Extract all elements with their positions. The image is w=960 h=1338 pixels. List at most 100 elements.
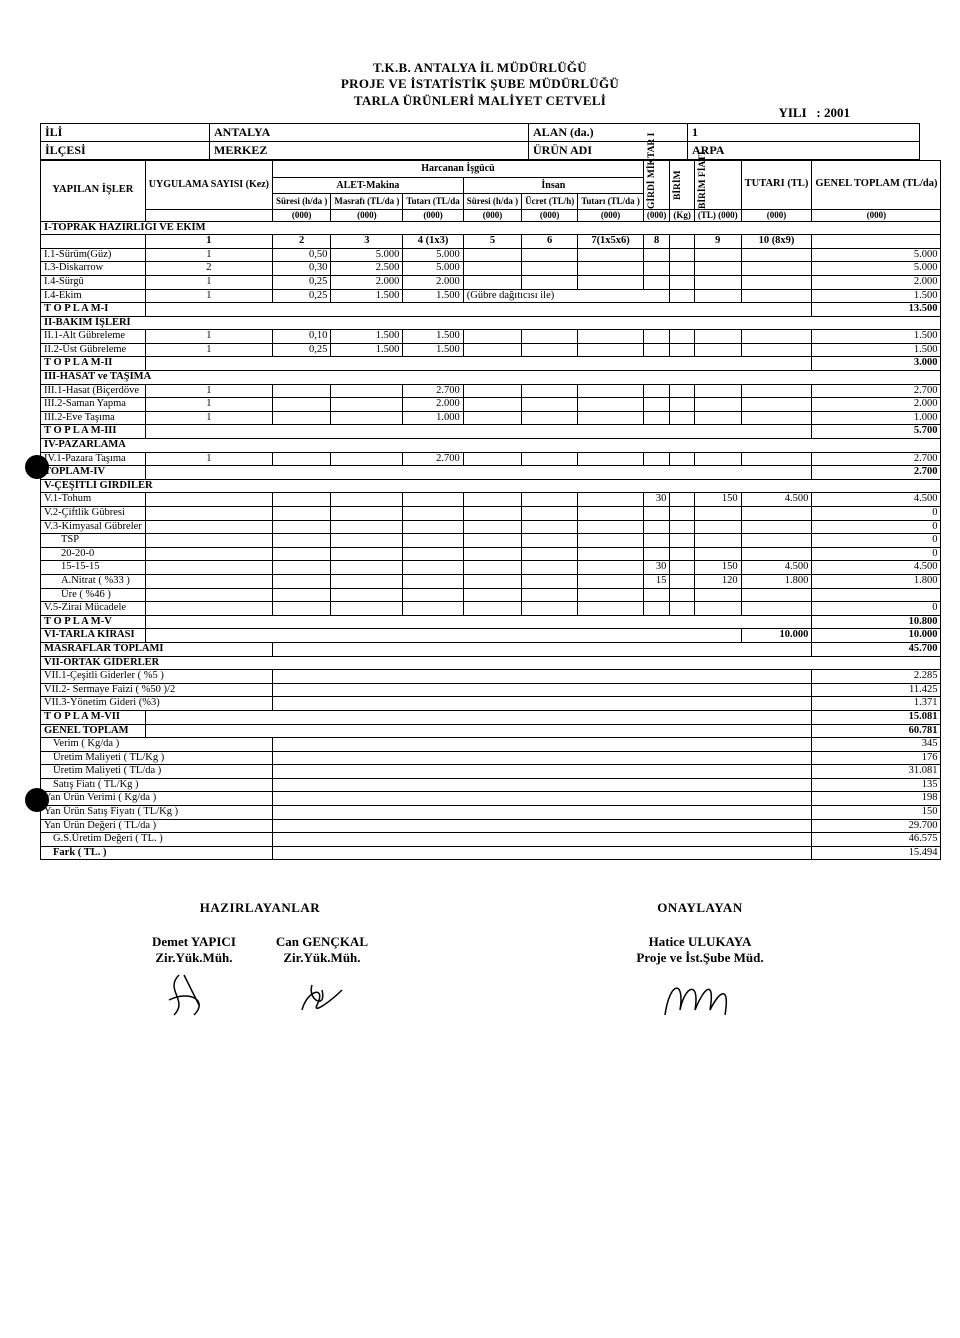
row-name: III.2-Eve Taşıma [41, 411, 146, 425]
cell: 5.000 [812, 262, 941, 276]
cell: 2.700 [403, 452, 463, 466]
table-row: I.3-Diskarrow 2 0,30 2.500 5.000 5.000 [41, 262, 941, 276]
cell: 1 [145, 452, 272, 466]
table-row: II.1-Alt Gübreleme 1 0,10 1.500 1.500 1.… [41, 330, 941, 344]
toplam-3: T O P L A M-III [41, 425, 146, 439]
section-4: IV-PAZARLAMA [41, 439, 941, 453]
u000-8: (000) [643, 209, 670, 221]
u000-1 [145, 209, 272, 221]
sig-title-3: Proje ve İst.Şube Müd. [480, 950, 920, 966]
genel-toplam-val: 60.781 [812, 724, 941, 738]
toplam-2: T O P L A M-II [41, 357, 146, 371]
row-name: TSP [41, 534, 146, 548]
table-row: TSP0 [41, 534, 941, 548]
cell: 1.500 [403, 330, 463, 344]
s1h-c6: 6 [522, 235, 578, 249]
cell: 150 [694, 493, 741, 507]
signature-col-prep: HAZIRLAYANLAR Demet YAPICI Zir.Yük.Müh. … [40, 900, 480, 1029]
urun-label: ÜRÜN ADI [529, 141, 688, 159]
signature-icon [655, 970, 745, 1025]
cell: 5.000 [812, 248, 941, 262]
row-name: IV.1-Pazara Taşıma [41, 452, 146, 466]
org-title-2: PROJE VE İSTATİSTİK ŞUBE MÜDÜRLÜĞÜ [40, 76, 920, 92]
table-row: Üre ( %46 ) [41, 588, 941, 602]
table-row: VII.3-Yönetim Gideri (%3)1.371 [41, 697, 941, 711]
cell: 1.500 [331, 343, 403, 357]
u000-6: (000) [522, 209, 578, 221]
cell: 150 [812, 806, 941, 820]
row-name: VII.2- Sermaye Faizi ( %50 )/2 [41, 683, 273, 697]
toplam-1: T O P L A M-I [41, 303, 146, 317]
table-row: Satış Fiatı ( TL/Kg )135 [41, 778, 941, 792]
cell: 1.500 [331, 330, 403, 344]
cell: 0 [812, 507, 941, 521]
cell: 2.700 [403, 384, 463, 398]
cell: 2.700 [812, 452, 941, 466]
row-name: II.2-Üst Gübreleme [41, 343, 146, 357]
table-row: Verim ( Kg/da )345 [41, 738, 941, 752]
alan-value: 1 [688, 123, 920, 141]
cell: 1.500 [403, 343, 463, 357]
row-name: V.2-Çiftlik Gübresi [41, 507, 146, 521]
cell: 1.500 [812, 330, 941, 344]
signature-col-approve: ONAYLAYAN Hatice ULUKAYA Proje ve İst.Şu… [480, 900, 920, 1029]
cell: 1 [145, 289, 272, 303]
row-name: G.S.Üretim Değeri ( TL. ) [41, 833, 273, 847]
s6-gen: 10.000 [812, 629, 941, 643]
ilcesi-value: MERKEZ [210, 141, 529, 159]
cell: 345 [812, 738, 941, 752]
row-name: Fark ( TL. ) [41, 846, 273, 860]
haz-label: HAZIRLAYANLAR [40, 900, 480, 916]
signature-icon [287, 970, 357, 1020]
row-name: III.2-Saman Yapma [41, 398, 146, 412]
cell: 30 [643, 493, 670, 507]
cell: 2.000 [812, 275, 941, 289]
cell: 1.000 [403, 411, 463, 425]
kg: (Kg) [670, 209, 695, 221]
u000-4: (000) [403, 209, 463, 221]
u000-3: (000) [331, 209, 403, 221]
s1h-c8: 8 [643, 235, 670, 249]
cell: 2.000 [812, 398, 941, 412]
cell: 120 [694, 574, 741, 588]
masraf-toplam-val: 45.700 [812, 642, 941, 656]
cell: 1 [145, 275, 272, 289]
section-5: V-ÇEŞİTLİ GİRDİLER [41, 479, 941, 493]
row-name: VII.1-Çeşitli Giderler ( %5 ) [41, 670, 273, 684]
cell: 4.500 [741, 493, 812, 507]
cell: 1 [145, 411, 272, 425]
table-row: IV.1-Pazara Taşıma 1 2.700 2.700 [41, 452, 941, 466]
row-name: I.3-Diskarrow [41, 262, 146, 276]
table-row: V.5-Zirai Mücadele0 [41, 602, 941, 616]
toplam-3-val: 5.700 [812, 425, 941, 439]
masraf-toplam: MASRAFLAR TOPLAMI [41, 642, 273, 656]
cell: 135 [812, 778, 941, 792]
cell: 29.700 [812, 819, 941, 833]
col-harcanan: Harcanan İşgücü [272, 160, 643, 177]
row-name: V.3-Kimyasal Gübreler [41, 520, 146, 534]
cell: 0,25 [272, 275, 330, 289]
row-name: Yan Ürün Satış Fiyatı ( TL/Kg ) [41, 806, 273, 820]
table-row: V.1-Tohum 30 150 4.500 4.500 [41, 493, 941, 507]
table-row: VII.2- Sermaye Faizi ( %50 )/211.425 [41, 683, 941, 697]
ili-label: İLİ [41, 123, 210, 141]
s1h-c5: 5 [463, 235, 521, 249]
toplam-5-val: 10.800 [812, 615, 941, 629]
cell: 0,25 [272, 343, 330, 357]
col-insan: İnsan [463, 177, 643, 194]
cell: 2.000 [331, 275, 403, 289]
row-name: III.1-Hasat (Biçerdöve [41, 384, 146, 398]
row-name: Yan Ürün Verimi ( Kg/da ) [41, 792, 273, 806]
cell-note: (Gübre dağıtıcısı ile) [463, 289, 670, 303]
row-name: II.1-Alt Gübreleme [41, 330, 146, 344]
org-title-1: T.K.B. ANTALYA İL MÜDÜRLÜĞÜ [40, 60, 920, 76]
col-yapilan: YAPILAN İŞLER [41, 160, 146, 221]
cell: 30 [643, 561, 670, 575]
page: T.K.B. ANTALYA İL MÜDÜRLÜĞÜ PROJE VE İST… [40, 60, 920, 1029]
cell: 46.575 [812, 833, 941, 847]
genel-toplam: GENEL TOPLAM [41, 724, 146, 738]
punch-hole [25, 455, 49, 479]
col-suresi: Süresi (h/da ) [272, 194, 330, 209]
col-tutari: Tutarı (TL/da [403, 194, 463, 209]
cell: 0 [812, 520, 941, 534]
